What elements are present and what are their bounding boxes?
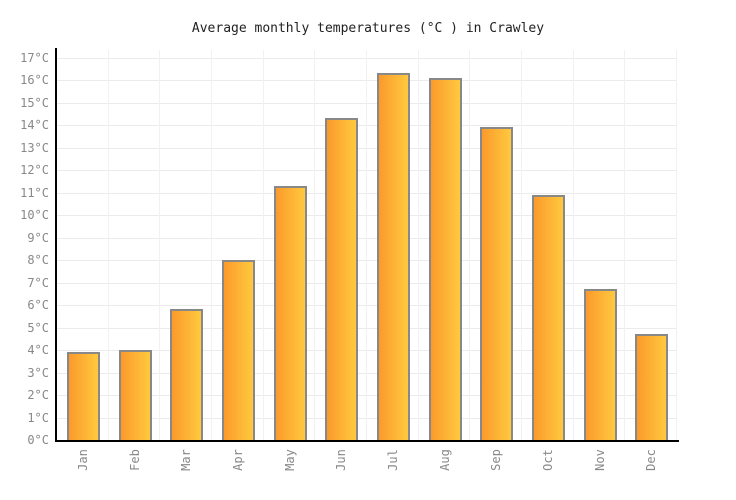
- bar-jan: [67, 352, 100, 440]
- y-tick-label: 17°C: [20, 50, 49, 65]
- v-gridline: [211, 50, 212, 440]
- h-gridline: [57, 147, 677, 149]
- x-tick-label-may: May: [283, 449, 297, 471]
- bar-may: [274, 186, 307, 440]
- bar-dec: [635, 334, 668, 440]
- x-tick-label-jun: Jun: [334, 449, 348, 471]
- h-gridline: [57, 237, 677, 239]
- y-tick-label: 11°C: [20, 185, 49, 200]
- y-tick-label: 4°C: [27, 343, 49, 357]
- bar-aug: [429, 78, 462, 440]
- h-gridline: [57, 215, 677, 216]
- h-gridline: [57, 417, 677, 419]
- y-tick-label: 16°C: [20, 73, 49, 87]
- y-axis-labels: 0°C 1°C 2°C 3°C 4°C 5°C 6°C 7°C 8°C 9°C 10°C 11°C 12…: [0, 50, 49, 448]
- h-gridline: [57, 192, 677, 194]
- v-gridline: [108, 50, 109, 440]
- v-gridline: [366, 50, 367, 440]
- y-tick-label: 1°C: [27, 410, 49, 425]
- y-axis-line: [55, 48, 57, 442]
- v-gridline: [521, 50, 522, 440]
- x-tick-label-mar: Mar: [179, 449, 193, 471]
- plot-area: [57, 50, 677, 440]
- h-gridline: [57, 395, 677, 396]
- x-tick-label-dec: Dec: [644, 449, 658, 471]
- y-tick-label: 12°C: [20, 163, 49, 177]
- bar-apr: [222, 260, 255, 440]
- v-gridline: [159, 50, 160, 440]
- chart-title: Average monthly temperatures (°C ) in Cr…: [191, 21, 545, 36]
- h-gridline: [57, 57, 677, 59]
- x-tick-label-nov: Nov: [593, 449, 607, 471]
- bar-jul: [377, 73, 410, 440]
- x-tick-label-aug: Aug: [438, 449, 452, 471]
- y-tick-label: 13°C: [20, 140, 49, 155]
- x-tick-label-oct: Oct: [541, 449, 555, 471]
- bar-sep: [480, 127, 513, 440]
- y-tick-label: 5°C: [27, 320, 49, 335]
- y-tick-label: 3°C: [27, 365, 49, 380]
- v-gridline: [624, 50, 625, 440]
- x-axis-line: [55, 440, 679, 442]
- x-tick-label-jul: Jul: [386, 449, 400, 471]
- y-tick-label: 9°C: [27, 230, 49, 245]
- y-tick-label: 2°C: [27, 388, 49, 402]
- h-gridline: [57, 327, 677, 329]
- x-tick-label-feb: Feb: [128, 449, 142, 471]
- v-gridline: [418, 50, 419, 440]
- x-tick-label-sep: Sep: [489, 449, 503, 471]
- bar-oct: [532, 195, 565, 440]
- bar-mar: [170, 309, 203, 440]
- y-tick-label: 7°C: [27, 275, 49, 290]
- h-gridline: [57, 372, 677, 374]
- v-gridline: [263, 50, 264, 440]
- v-gridline: [573, 50, 574, 440]
- bar-jun: [325, 118, 358, 440]
- y-tick-label: 6°C: [27, 298, 49, 312]
- y-tick-label: 8°C: [27, 253, 49, 267]
- h-gridline: [57, 305, 677, 306]
- h-gridline: [57, 80, 677, 81]
- v-gridline: [314, 50, 315, 440]
- h-gridline: [57, 125, 677, 126]
- v-gridline: [676, 50, 677, 440]
- x-tick-label-jan: Jan: [76, 449, 90, 471]
- bar-feb: [119, 350, 152, 440]
- v-gridline: [469, 50, 470, 440]
- y-tick-label: 10°C: [20, 208, 49, 222]
- h-gridline: [57, 170, 677, 171]
- y-tick-label: 0°C: [27, 433, 49, 447]
- y-tick-label: 14°C: [20, 118, 49, 132]
- h-gridline: [57, 282, 677, 284]
- h-gridline: [57, 260, 677, 261]
- h-gridline: [57, 102, 677, 104]
- h-gridline: [57, 350, 677, 351]
- y-tick-label: 15°C: [20, 95, 49, 110]
- x-tick-label-apr: Apr: [231, 449, 245, 471]
- bar-nov: [584, 289, 617, 440]
